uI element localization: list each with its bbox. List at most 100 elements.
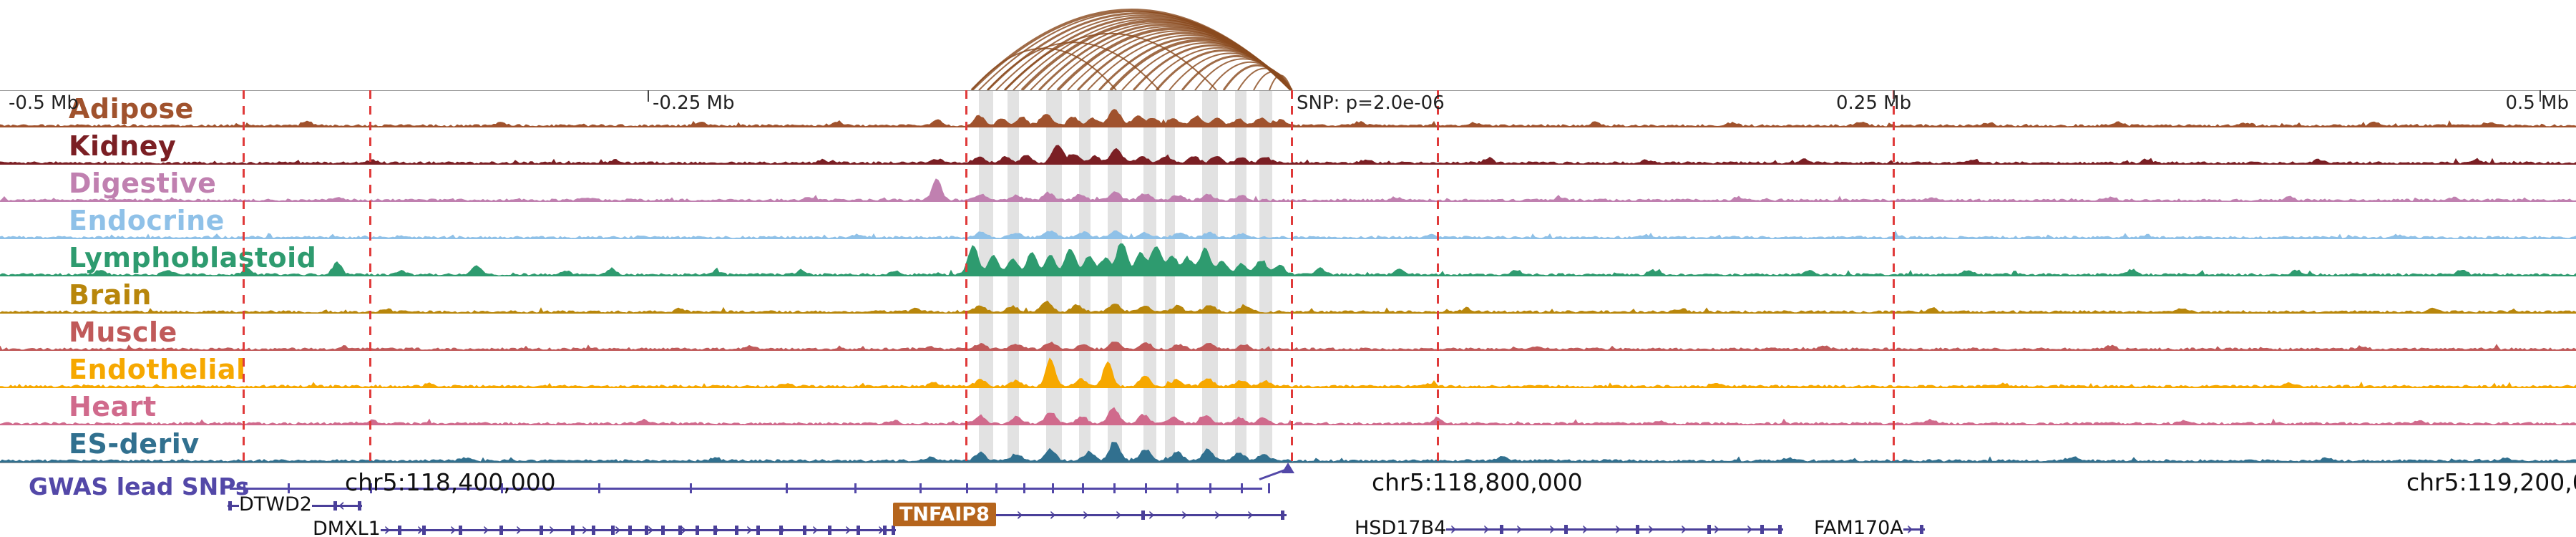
interaction-arc — [978, 10, 1292, 90]
interaction-arc — [1144, 47, 1292, 90]
track-row-muscle[interactable]: Muscle — [0, 314, 2576, 351]
gwas-snp-tick — [1176, 483, 1179, 493]
exon-tick — [611, 526, 615, 535]
track-row-endocrine[interactable]: Endocrine — [0, 202, 2576, 239]
gwas-snp-arrow-icon — [1282, 463, 1294, 473]
signal-area — [0, 407, 2576, 425]
interaction-arc — [1253, 71, 1292, 90]
exon-tick — [1564, 525, 1568, 534]
gwas-snp-tick — [370, 483, 372, 493]
track-label: Endocrine — [69, 204, 225, 236]
lead-snp-dashed-line — [369, 90, 371, 463]
track-row-heart[interactable]: Heart — [0, 388, 2576, 425]
exon-tick — [1760, 525, 1764, 534]
strand-arrow-icon: › — [1680, 518, 1688, 537]
gene-label-hsd17b4[interactable]: HSD17B4 — [1355, 517, 1447, 537]
gwas-snp-tick — [1241, 483, 1243, 493]
lead-snp-dashed-line — [1437, 90, 1439, 463]
strand-arrow-icon: › — [1483, 518, 1491, 537]
exon-tick — [883, 526, 887, 535]
lead-snp-dashed-line — [965, 90, 967, 463]
interaction-arc — [1020, 19, 1293, 90]
track-row-lymphoblastoid[interactable]: Lymphoblastoid — [0, 239, 2576, 276]
strand-arrow-icon: › — [844, 519, 852, 537]
strand-arrow-icon: › — [384, 519, 391, 537]
gene-label-fam170a[interactable]: FAM170A — [1814, 517, 1903, 537]
exon-tick — [1500, 525, 1503, 534]
signal-area — [0, 342, 2576, 351]
strand-arrow-icon: ‹ — [338, 495, 346, 516]
interaction-arc — [1222, 64, 1293, 90]
interaction-arc — [1098, 37, 1293, 90]
gwas-snp-tick — [243, 483, 245, 493]
signal-area — [0, 357, 2576, 388]
strand-arrow-icon: › — [1581, 518, 1589, 537]
ld-highlight-band — [1259, 90, 1272, 463]
interaction-arc — [1169, 52, 1292, 90]
interaction-arc — [1194, 58, 1292, 90]
exon-tick — [645, 526, 648, 535]
ld-highlight-band — [1165, 90, 1175, 463]
ld-highlight-band — [1202, 90, 1218, 463]
interaction-arc — [1003, 16, 1293, 90]
exon-tick — [592, 526, 595, 535]
gwas-snp-tick — [1145, 483, 1147, 493]
strand-arrow-icon: › — [1516, 518, 1523, 537]
axis-label-snp-pvalue: SNP: p=2.0e-06 — [1297, 92, 1445, 114]
interaction-arcs-layer — [970, 9, 1293, 90]
ld-highlight-band — [1143, 90, 1156, 463]
gene-line-dmxl1[interactable] — [372, 529, 896, 531]
exon-tick — [1778, 525, 1782, 534]
exon-tick — [628, 526, 632, 535]
gwas-snp-tick — [288, 483, 290, 493]
signal-area — [0, 243, 2576, 276]
track-label: Muscle — [69, 316, 177, 348]
gene-line-fam170a[interactable] — [1895, 528, 1925, 531]
interaction-arc — [971, 47, 1117, 90]
gene-line-hsd17b4[interactable] — [1438, 528, 1783, 531]
strand-arrow-icon: › — [1148, 504, 1156, 526]
axis-tick — [1893, 90, 1895, 102]
track-row-brain[interactable]: Brain — [0, 276, 2576, 314]
interaction-arc — [1269, 74, 1292, 90]
strand-arrow-icon: › — [1548, 518, 1556, 537]
gwas-snp-tick — [501, 483, 503, 493]
interaction-arc — [1237, 67, 1292, 90]
strand-arrow-icon: › — [1181, 504, 1189, 526]
exon-tick — [857, 526, 860, 535]
gene-label-tnfaip8[interactable]: TNFAIP8 — [893, 503, 996, 526]
gwas-snp-tick — [1209, 483, 1211, 493]
interaction-arc — [1047, 25, 1292, 90]
gwas-snp-tick — [598, 483, 600, 493]
gwas-snp-tick — [786, 483, 788, 493]
interaction-arc — [1087, 34, 1292, 90]
gene-label-dtwd2[interactable]: DTWD2 — [239, 493, 312, 516]
signal-area — [0, 230, 2576, 239]
exon-tick — [333, 501, 337, 511]
strand-arrow-icon: › — [1746, 518, 1754, 537]
track-row-es-deriv[interactable]: ES-deriv — [0, 425, 2576, 463]
exon-tick — [1636, 525, 1639, 534]
interaction-arc — [1155, 49, 1293, 90]
interaction-arc — [1013, 18, 1292, 90]
exon-tick — [1920, 525, 1923, 534]
strand-arrow-icon: › — [614, 519, 622, 537]
track-row-digestive[interactable]: Digestive — [0, 165, 2576, 202]
gwas-snp-tick — [1052, 483, 1054, 493]
track-row-kidney[interactable]: Kidney — [0, 127, 2576, 165]
gwas-snp-tick — [1268, 483, 1270, 493]
ld-highlight-band — [1079, 90, 1091, 463]
gene-label-dmxl1[interactable]: DMXL1 — [313, 518, 381, 537]
signal-area — [0, 178, 2576, 202]
exon-tick — [358, 501, 361, 511]
track-label: Digestive — [69, 167, 217, 199]
interaction-arc — [1109, 39, 1293, 90]
track-row-adipose[interactable]: Adipose — [0, 90, 2576, 127]
strand-arrow-icon: › — [877, 519, 885, 537]
track-row-endothelial[interactable]: Endothelial — [0, 351, 2576, 388]
gwas-snp-tick — [690, 483, 692, 493]
interaction-arc — [995, 14, 1292, 90]
gene-line-tnfaip8[interactable] — [972, 514, 1287, 516]
strand-arrow-icon: › — [1214, 504, 1221, 526]
interaction-arc — [1004, 32, 1217, 90]
